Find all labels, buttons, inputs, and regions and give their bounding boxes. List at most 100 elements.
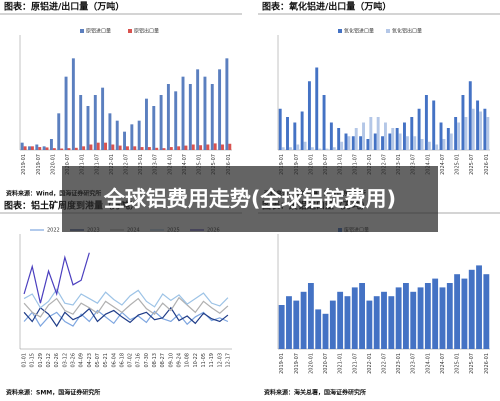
bar — [413, 136, 417, 150]
bar — [417, 287, 424, 349]
bar — [391, 128, 395, 150]
bar — [388, 296, 395, 349]
x-tick-label: 2019-01 — [21, 154, 27, 175]
bar — [196, 69, 200, 150]
bar — [366, 300, 373, 349]
x-tick-label: 2020-01 — [308, 154, 314, 175]
bar — [332, 147, 336, 150]
bar — [471, 108, 475, 150]
bar — [288, 147, 292, 150]
x-tick-label: 01-15 — [30, 353, 36, 368]
legend-swatch — [338, 29, 342, 33]
bar — [351, 287, 358, 349]
bar — [89, 144, 93, 150]
overlay: 全球铝费用走势(全球铝锭费用) — [62, 166, 438, 232]
x-tick-label: 2021-01 — [338, 154, 344, 175]
bar — [486, 117, 490, 150]
bar — [140, 147, 144, 150]
x-tick-label: 2024-01 — [167, 154, 173, 175]
x-tick-label: 2024-07 — [440, 154, 446, 175]
x-tick-label: 12-03 — [217, 353, 223, 368]
bar — [337, 291, 344, 349]
chart-title: 图表：原铝进/出口量（万吨） — [4, 1, 124, 13]
x-tick-label: 08-13 — [152, 353, 158, 368]
bar — [427, 141, 431, 150]
bar — [71, 58, 75, 151]
x-tick-label: 2022-01 — [109, 154, 115, 175]
bar — [300, 291, 307, 349]
bar — [384, 122, 387, 150]
x-tick-label: 2024-01 — [425, 154, 431, 175]
bar — [468, 81, 472, 150]
bar — [381, 136, 384, 150]
bar — [159, 95, 163, 150]
x-tick-label: 2020-01 — [50, 154, 56, 175]
bar — [307, 283, 314, 349]
legend-label: 2022 — [47, 228, 60, 234]
bar — [432, 100, 436, 150]
legend-swatch — [80, 29, 84, 33]
x-tick-label: 2025-07 — [469, 154, 475, 175]
bar — [366, 139, 370, 150]
bar — [454, 274, 461, 349]
x-tick-label: 10-22 — [193, 353, 199, 368]
x-tick-label: 03-12 — [62, 353, 68, 368]
x-tick-label: 2020-01 — [308, 353, 314, 374]
line — [23, 252, 90, 304]
bar — [126, 146, 129, 150]
x-tick-label: 2019-07 — [294, 154, 300, 175]
x-tick-label: 2025-07 — [469, 353, 475, 374]
bar — [101, 87, 105, 150]
legend-label: 原铝进口量 — [86, 28, 111, 35]
x-tick-label: 10-08 — [185, 353, 191, 368]
bar — [369, 117, 373, 150]
bar — [145, 98, 148, 150]
x-tick-label: 2023-07 — [411, 353, 417, 374]
bar — [318, 148, 322, 150]
bar — [439, 122, 443, 150]
bar — [169, 147, 173, 150]
x-tick-label: 2020-07 — [323, 353, 329, 374]
x-tick-label: 2025-01 — [455, 154, 461, 175]
x-tick-label: 05-21 — [103, 353, 109, 368]
x-tick-label: 2019-07 — [36, 154, 42, 175]
x-tick-label: 2021-07 — [94, 154, 100, 175]
line — [23, 309, 229, 328]
x-tick-label: 2019-01 — [279, 154, 285, 175]
x-tick-label: 2023-01 — [138, 154, 144, 175]
x-tick-label: 2022-07 — [382, 353, 388, 374]
x-tick-label: 2023-01 — [396, 154, 402, 175]
bar — [476, 265, 482, 349]
bar — [315, 309, 322, 349]
x-tick-label: 12-17 — [225, 353, 231, 368]
bar — [373, 296, 380, 349]
bar — [123, 131, 126, 150]
bar — [315, 67, 319, 150]
bar — [340, 141, 344, 150]
bar — [228, 143, 232, 150]
bar — [446, 128, 450, 150]
bar — [329, 122, 333, 150]
bar — [354, 128, 358, 150]
bar — [57, 113, 61, 150]
bar — [162, 148, 166, 150]
x-tick-label: 2021-01 — [80, 154, 86, 175]
bar — [359, 283, 365, 349]
bar — [188, 84, 192, 150]
bar — [96, 142, 100, 150]
bar — [174, 91, 178, 150]
bar — [435, 144, 439, 150]
x-tick-label: 05-07 — [95, 353, 101, 368]
x-tick-label: 2026-01 — [484, 353, 490, 374]
bar — [225, 58, 229, 151]
x-tick-label: 2020-07 — [323, 154, 329, 175]
bar — [483, 108, 487, 150]
x-tick-label: 08-27 — [160, 353, 166, 368]
bar — [52, 148, 56, 150]
bar — [376, 117, 380, 150]
bar — [210, 84, 214, 150]
overlay-title: 全球铝费用走势(全球铝锭费用) — [103, 187, 397, 211]
x-tick-label: 2021-07 — [352, 154, 358, 175]
bar — [74, 147, 78, 150]
bar — [410, 291, 417, 349]
